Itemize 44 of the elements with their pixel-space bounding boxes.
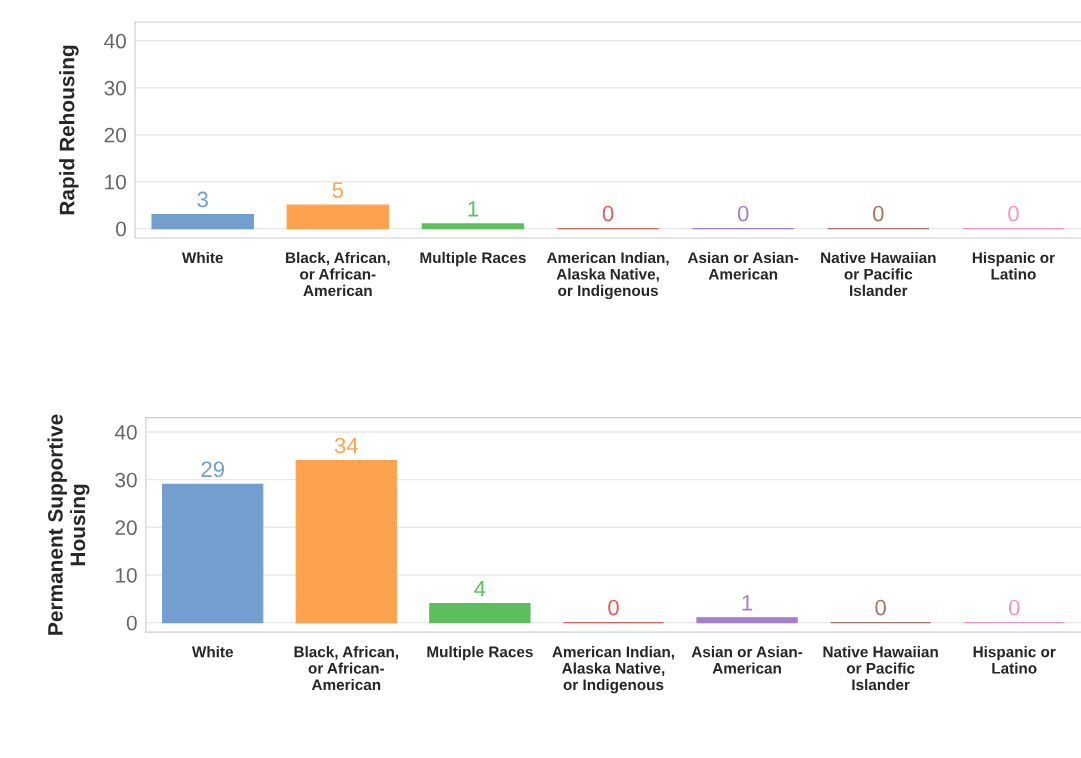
y-tick-label: 20 <box>104 127 126 143</box>
x-tick-label: Asian or Asian-American <box>687 251 799 280</box>
data-label: 4 <box>474 580 486 597</box>
y-tick-label: 10 <box>105 174 126 190</box>
y-axis-title: Permanent Supportive Housing <box>47 414 90 635</box>
x-tick-label: Asian or Asian-American <box>691 646 803 674</box>
x-tick-label: American Indian, Alaska Native, or Indigenous <box>546 251 669 300</box>
data-label: 1 <box>468 201 479 217</box>
x-tick-label: Multiple Races <box>427 646 533 661</box>
x-tick-label: Black, African, or African-American <box>286 251 390 297</box>
y-tick-label: 40 <box>104 33 126 49</box>
y-tick-label: 40 <box>114 424 137 440</box>
x-tick-label: White <box>191 646 233 658</box>
data-label: 0 <box>875 599 886 616</box>
data-label: 29 <box>201 461 225 478</box>
bar <box>295 460 397 624</box>
data-label: 3 <box>197 191 208 208</box>
x-tick-label: Black, African, or African-American <box>294 646 399 691</box>
data-label: 0 <box>1008 205 1019 222</box>
y-tick-label: 10 <box>116 567 137 583</box>
y-tick-label: 30 <box>115 472 137 488</box>
data-label: 0 <box>873 205 884 222</box>
x-tick-label: Native Hawaiian or Pacific Islander <box>823 646 938 691</box>
data-label: 0 <box>608 599 619 616</box>
y-tick-label: 20 <box>115 520 137 536</box>
x-tick-label: Native Hawaiian or Pacific Islander <box>821 251 936 297</box>
bar <box>429 603 531 624</box>
bar <box>162 483 264 624</box>
data-label: 5 <box>332 182 344 198</box>
y-axis-title: Rapid Rehousing <box>59 45 79 215</box>
y-tick-label: 30 <box>104 80 126 96</box>
y-tick-label: 0 <box>126 615 137 631</box>
data-label: 0 <box>1008 599 1020 616</box>
data-label: 1 <box>742 595 753 611</box>
x-tick-label: White <box>181 251 223 264</box>
data-label: 34 <box>334 437 359 454</box>
x-tick-label: Hispanic or Latino <box>972 251 1055 280</box>
bar <box>696 617 798 624</box>
data-label: 0 <box>737 205 749 222</box>
x-tick-label: Hispanic or Latino <box>973 646 1056 674</box>
y-tick-label: 0 <box>116 221 126 237</box>
data-label: 0 <box>602 205 614 222</box>
x-tick-label: Multiple Races <box>420 251 526 267</box>
x-tick-label: American Indian, Alaska Native, or Indigenous <box>552 646 674 694</box>
